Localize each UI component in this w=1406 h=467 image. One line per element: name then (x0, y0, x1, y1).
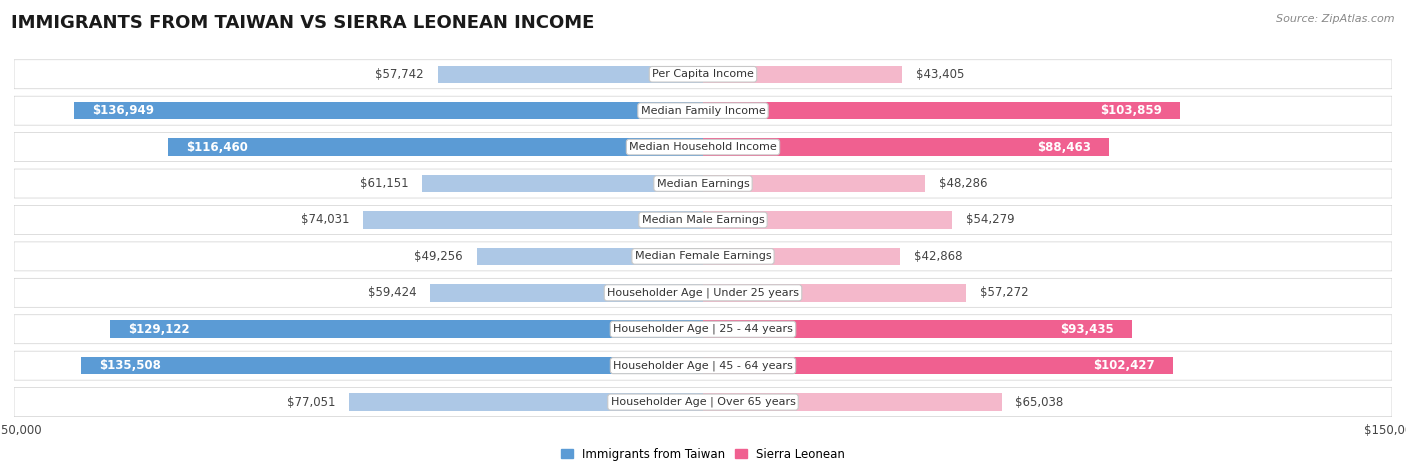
Bar (703, 357, 1174, 375)
FancyBboxPatch shape (14, 205, 1392, 234)
Text: Source: ZipAtlas.com: Source: ZipAtlas.com (1277, 14, 1395, 24)
Bar (430, 284, 703, 302)
Bar (422, 175, 703, 192)
Bar (703, 211, 952, 229)
Text: $43,405: $43,405 (917, 68, 965, 81)
Text: $65,038: $65,038 (1015, 396, 1064, 409)
Text: Median Household Income: Median Household Income (628, 142, 778, 152)
Text: Median Female Earnings: Median Female Earnings (634, 251, 772, 262)
Text: Median Earnings: Median Earnings (657, 178, 749, 189)
Text: Median Male Earnings: Median Male Earnings (641, 215, 765, 225)
FancyBboxPatch shape (14, 315, 1392, 344)
Text: $88,463: $88,463 (1038, 141, 1091, 154)
Text: $42,868: $42,868 (914, 250, 962, 263)
Bar (75, 102, 703, 120)
Text: $116,460: $116,460 (187, 141, 249, 154)
Bar (349, 393, 703, 411)
Text: $77,051: $77,051 (287, 396, 336, 409)
FancyBboxPatch shape (14, 133, 1392, 162)
Text: $74,031: $74,031 (301, 213, 349, 226)
Text: Per Capita Income: Per Capita Income (652, 69, 754, 79)
Bar (703, 284, 966, 302)
Bar (703, 175, 925, 192)
Text: $103,859: $103,859 (1099, 104, 1161, 117)
Text: Householder Age | 25 - 44 years: Householder Age | 25 - 44 years (613, 324, 793, 334)
FancyBboxPatch shape (14, 351, 1392, 380)
Text: $136,949: $136,949 (93, 104, 155, 117)
Text: $54,279: $54,279 (966, 213, 1015, 226)
Bar (363, 211, 703, 229)
Text: $102,427: $102,427 (1094, 359, 1156, 372)
Bar (703, 65, 903, 83)
Bar (437, 65, 703, 83)
Text: $129,122: $129,122 (128, 323, 190, 336)
Text: Median Family Income: Median Family Income (641, 106, 765, 116)
Text: $57,742: $57,742 (375, 68, 425, 81)
FancyBboxPatch shape (14, 242, 1392, 271)
FancyBboxPatch shape (14, 388, 1392, 417)
Text: Householder Age | Under 25 years: Householder Age | Under 25 years (607, 288, 799, 298)
Text: $93,435: $93,435 (1060, 323, 1114, 336)
Text: $48,286: $48,286 (939, 177, 987, 190)
Text: $57,272: $57,272 (980, 286, 1028, 299)
Text: IMMIGRANTS FROM TAIWAN VS SIERRA LEONEAN INCOME: IMMIGRANTS FROM TAIWAN VS SIERRA LEONEAN… (11, 14, 595, 32)
Bar (703, 248, 900, 265)
Bar (477, 248, 703, 265)
Text: $135,508: $135,508 (98, 359, 160, 372)
FancyBboxPatch shape (14, 96, 1392, 125)
Bar (80, 357, 703, 375)
Text: Householder Age | 45 - 64 years: Householder Age | 45 - 64 years (613, 361, 793, 371)
Bar (169, 138, 703, 156)
FancyBboxPatch shape (14, 278, 1392, 307)
Bar (703, 102, 1180, 120)
FancyBboxPatch shape (14, 169, 1392, 198)
FancyBboxPatch shape (14, 60, 1392, 89)
Bar (703, 138, 1109, 156)
Bar (703, 393, 1001, 411)
Legend: Immigrants from Taiwan, Sierra Leonean: Immigrants from Taiwan, Sierra Leonean (557, 443, 849, 466)
Text: $61,151: $61,151 (360, 177, 408, 190)
Bar (703, 320, 1132, 338)
Text: $49,256: $49,256 (415, 250, 463, 263)
Text: $59,424: $59,424 (367, 286, 416, 299)
Bar (110, 320, 703, 338)
Text: Householder Age | Over 65 years: Householder Age | Over 65 years (610, 397, 796, 407)
